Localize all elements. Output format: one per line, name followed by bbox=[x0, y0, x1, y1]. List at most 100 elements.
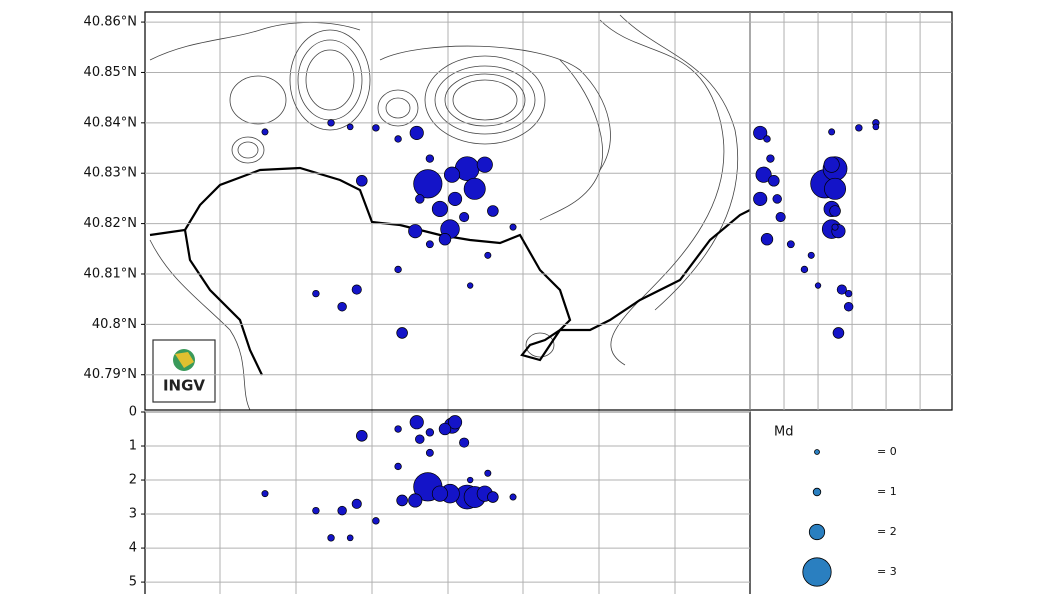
event-lat-depth bbox=[766, 154, 775, 163]
coastline bbox=[183, 229, 263, 376]
event-lat-depth bbox=[772, 194, 782, 204]
event-depth bbox=[425, 428, 435, 437]
event-map bbox=[337, 301, 347, 312]
event-map bbox=[463, 177, 486, 200]
legend-label: = 0 bbox=[877, 445, 897, 458]
event-map bbox=[425, 240, 434, 249]
event-depth bbox=[261, 490, 269, 498]
map-background: INGV bbox=[144, 11, 953, 598]
event-map bbox=[261, 128, 269, 136]
depth-tick-label: 5 bbox=[129, 575, 137, 590]
event-map bbox=[438, 233, 452, 246]
event-depth bbox=[431, 485, 448, 502]
event-depth bbox=[438, 422, 452, 436]
event-map bbox=[312, 289, 320, 298]
event-map bbox=[372, 124, 380, 132]
event-map bbox=[394, 135, 402, 143]
event-depth bbox=[425, 448, 434, 457]
legend-label: = 2 bbox=[877, 525, 897, 538]
event-lat-depth bbox=[836, 284, 847, 295]
event-lat-depth bbox=[824, 177, 847, 200]
event-depth bbox=[487, 491, 499, 503]
event-map bbox=[413, 169, 443, 199]
event-depth bbox=[372, 517, 380, 525]
event-lat-depth bbox=[872, 123, 880, 131]
event-map bbox=[346, 123, 354, 131]
event-depth bbox=[409, 415, 424, 430]
event-depth bbox=[509, 493, 517, 501]
event-lat-depth bbox=[843, 301, 854, 312]
event-lat-depth bbox=[753, 125, 768, 140]
legend-label: = 3 bbox=[877, 565, 897, 578]
depth-tick-label: 3 bbox=[129, 507, 137, 522]
lat-tick-label: 40.79°N bbox=[84, 367, 137, 382]
event-map bbox=[476, 156, 493, 173]
event-depth bbox=[484, 469, 492, 477]
event-lat-depth bbox=[763, 135, 771, 143]
lat-tick-label: 40.84°N bbox=[84, 115, 137, 130]
event-depth bbox=[356, 430, 368, 442]
event-depth bbox=[346, 534, 354, 542]
event-lat-depth bbox=[814, 282, 822, 289]
event-lat-depth bbox=[786, 240, 795, 249]
event-map bbox=[459, 211, 470, 223]
event-map bbox=[431, 200, 448, 218]
event-lat-depth bbox=[760, 233, 774, 246]
events bbox=[261, 119, 880, 542]
event-map bbox=[448, 191, 463, 206]
event-depth bbox=[415, 434, 425, 444]
event-depth bbox=[396, 494, 408, 507]
legend-marker bbox=[812, 487, 822, 497]
event-lat-depth bbox=[755, 166, 772, 183]
lat-tick-label: 40.86°N bbox=[84, 15, 137, 30]
event-lat-depth bbox=[753, 191, 768, 206]
event-depth bbox=[408, 493, 423, 508]
event-depth bbox=[312, 506, 320, 515]
event-depth bbox=[459, 437, 470, 448]
logo-globe-detail bbox=[175, 352, 194, 368]
lat-depth-frame bbox=[749, 11, 953, 411]
event-map bbox=[356, 174, 368, 187]
event-map bbox=[396, 327, 408, 339]
event-depth bbox=[394, 425, 402, 433]
event-lat-depth bbox=[855, 124, 863, 132]
event-map bbox=[394, 265, 402, 274]
event-depth bbox=[394, 462, 402, 471]
event-lat-depth bbox=[823, 156, 840, 173]
event-map bbox=[327, 119, 335, 127]
depth-tick-label: 1 bbox=[129, 439, 137, 454]
lat-tick-label: 40.82°N bbox=[84, 216, 137, 231]
event-depth bbox=[337, 505, 347, 516]
event-map bbox=[443, 166, 461, 183]
event-depth bbox=[467, 476, 474, 484]
lat-tick-label: 40.8°N bbox=[92, 317, 137, 332]
event-lat-depth bbox=[831, 223, 839, 231]
event-map bbox=[409, 125, 424, 140]
event-map bbox=[425, 154, 435, 163]
event-map bbox=[509, 223, 517, 231]
legend-label: = 1 bbox=[877, 485, 897, 498]
lat-tick-label: 40.81°N bbox=[84, 266, 137, 281]
coastline bbox=[149, 166, 751, 362]
event-depth bbox=[327, 534, 335, 542]
depth-tick-label: 2 bbox=[129, 473, 137, 488]
event-lat-depth bbox=[844, 289, 853, 298]
depth-tick-label: 4 bbox=[129, 541, 137, 556]
lon-grid bbox=[219, 12, 676, 594]
event-depth bbox=[351, 498, 362, 509]
event-lat-depth bbox=[828, 128, 836, 136]
event-lat-depth bbox=[829, 205, 841, 217]
lat-tick-label: 40.85°N bbox=[84, 65, 137, 80]
logo-text: INGV bbox=[163, 377, 205, 395]
event-map bbox=[351, 284, 362, 295]
depth-tick-label: 0 bbox=[129, 405, 137, 420]
event-map bbox=[487, 205, 499, 217]
legend-title: Md bbox=[774, 425, 793, 440]
event-depth bbox=[448, 415, 463, 430]
event-lat-depth bbox=[807, 251, 815, 259]
legend-marker bbox=[802, 557, 832, 587]
event-map bbox=[408, 224, 423, 239]
lat-tick-label: 40.83°N bbox=[84, 166, 137, 181]
event-map bbox=[415, 194, 425, 204]
